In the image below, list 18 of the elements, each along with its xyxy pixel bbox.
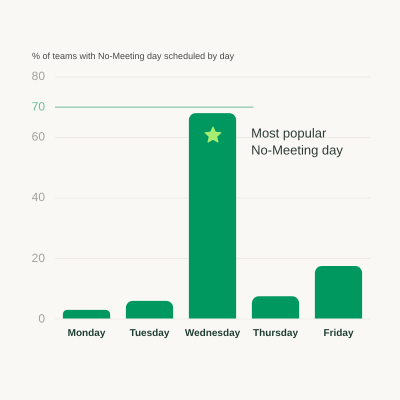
bar [314, 266, 362, 318]
x-tick-label: Tuesday [130, 328, 170, 339]
ref-line-label: 70 [32, 99, 46, 114]
x-tick-label: Wednesday [184, 328, 241, 339]
bar [188, 113, 236, 318]
bar [252, 296, 300, 318]
y-tick-label: 80 [32, 69, 46, 84]
bar [62, 310, 110, 318]
y-tick-label: 20 [32, 250, 46, 265]
x-tick-label: Monday [68, 328, 106, 339]
y-tick-label: 40 [32, 190, 46, 204]
y-tick-label: 60 [32, 130, 46, 144]
bar [126, 300, 174, 318]
x-tick-label: Thursday [252, 328, 298, 339]
chart-title: % of teams with No-Meeting day scheduled by day [32, 50, 235, 61]
y-tick-label: 0 [38, 311, 46, 326]
annotation: Most popular No-Meeting day [251, 126, 344, 158]
x-tick-label: Friday [323, 328, 354, 339]
